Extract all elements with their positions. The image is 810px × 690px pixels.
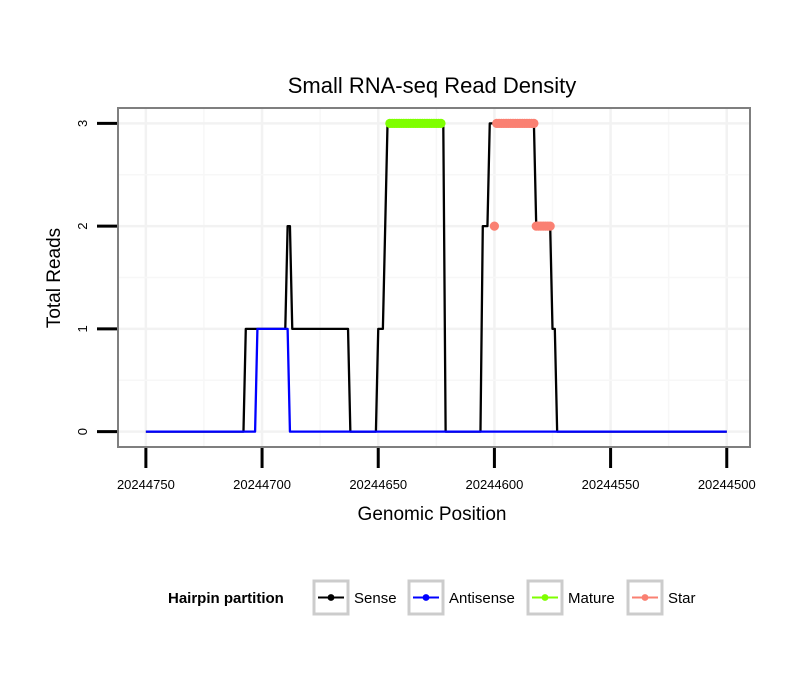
legend: Hairpin partition Sense Antisense Mature St…: [168, 579, 696, 616]
legend-item-sense: Sense: [312, 579, 397, 616]
y-axis-title: Total Reads: [44, 228, 65, 328]
x-tick-label: 20244600: [465, 477, 523, 492]
legend-key-point: [641, 594, 649, 601]
legend-label-sense: Sense: [354, 590, 397, 607]
x-axis: 20244750 20244700 20244650 20244600 20244550…: [117, 448, 756, 492]
legend-label-antisense: Antisense: [449, 590, 515, 607]
legend-key-point: [541, 594, 549, 601]
x-tick-label: 20244650: [349, 477, 407, 492]
y-tick-label: 1: [75, 325, 90, 332]
legend-key-point: [327, 594, 335, 601]
data-point-star: [545, 221, 555, 231]
series-points: [385, 118, 555, 231]
x-tick-label: 20244700: [233, 477, 291, 492]
y-tick-label: 3: [75, 120, 90, 127]
x-tick-label: 20244500: [698, 477, 756, 492]
legend-key-point: [422, 594, 430, 601]
y-tick-label: 0: [75, 428, 90, 435]
data-point-star: [489, 221, 500, 231]
y-axis: 0 1 2 3: [75, 120, 117, 435]
legend-item-mature: Mature: [526, 579, 615, 616]
x-axis-title: Genomic Position: [358, 504, 507, 525]
y-tick-label: 2: [75, 223, 90, 230]
legend-item-star: Star: [626, 579, 696, 616]
legend-item-antisense: Antisense: [407, 579, 515, 616]
plot-border: [117, 107, 751, 448]
legend-title: Hairpin partition: [168, 590, 284, 607]
legend-label-mature: Mature: [568, 590, 615, 607]
legend-label-star: Star: [668, 590, 696, 607]
series-line-antisense: [145, 327, 727, 433]
data-point-star: [529, 118, 539, 129]
x-tick-label: 20244550: [582, 477, 640, 492]
x-tick-label: 20244750: [117, 477, 175, 492]
chart-title: Small RNA-seq Read Density: [288, 73, 577, 98]
data-point-mature: [436, 118, 446, 129]
